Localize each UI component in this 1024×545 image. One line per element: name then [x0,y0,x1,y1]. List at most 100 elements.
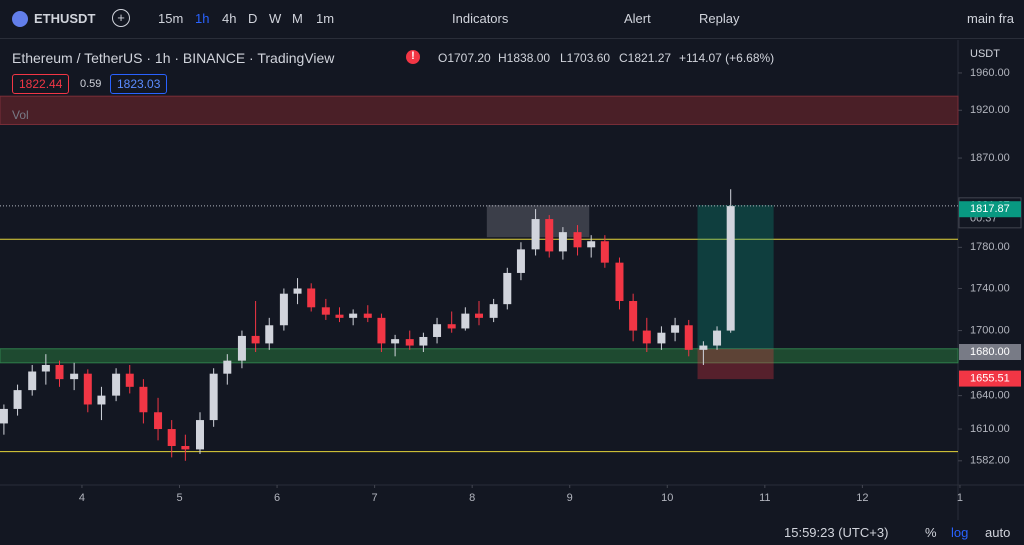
candle-body [0,408,8,424]
auto-toggle[interactable]: auto [985,525,1011,540]
candle-body [321,307,330,315]
chart-title: Ethereum / TetherUS · 1h · BINANCE · Tra… [12,50,335,66]
ohlc-value: C1821.27 [619,51,672,65]
candle-body [391,339,400,344]
y-tick-label: 1640.00 [970,390,1010,402]
y-tick-label: 1870.00 [970,152,1010,164]
spread: 0.59 [80,78,102,90]
indicators[interactable]: Indicators [452,11,509,26]
candle-body [558,232,567,252]
candle-body [209,373,218,421]
candle-body [265,325,274,344]
candle-body [251,335,260,344]
y-tick-label: 1740.00 [970,282,1010,294]
flag: ! [406,50,420,64]
price-label-bg [959,201,1021,218]
price-label-bg [959,370,1021,387]
candle-body [55,364,64,380]
candle-body [461,313,470,329]
candle-body [531,219,540,250]
position-stop [697,348,774,380]
candle-body [335,314,344,318]
zone [0,348,959,364]
replay[interactable]: Replay [699,11,740,26]
log-toggle[interactable]: log [951,525,969,540]
candle-body [167,429,176,446]
candle-body [237,335,246,361]
candle-body [433,324,442,337]
ohlc-value: L1703.60 [560,51,611,65]
candle-body [293,288,302,294]
interval[interactable]: D [248,11,258,26]
ohlc-value: H1838.00 [498,51,551,65]
candle-body [97,395,106,405]
price-label: 1680.00 [970,346,1010,358]
candle-body [405,339,414,346]
x-tick-label: 10 [661,492,673,504]
x-tick-label: 5 [176,492,182,504]
candle-body [139,386,148,413]
price-label: 1817.87 [970,203,1010,215]
candle-body [516,249,525,273]
x-tick-label: 7 [372,492,378,504]
candle-body [154,412,163,430]
candle-body [587,241,596,248]
candle-body [545,219,554,252]
y-tick-label: 1920.00 [970,104,1010,116]
symbol[interactable]: ETHUSDT [34,11,96,26]
candle-body [699,345,708,350]
candle-body [419,336,428,346]
candle-body [657,332,666,344]
price-label-bg [958,197,1022,229]
bid[interactable]: 1822.44 [12,74,70,94]
x-tick-label: 4 [79,492,85,504]
countdown: 00:37 [970,213,998,225]
ask[interactable]: 1823.03 [110,74,168,94]
vol-label: Vol [12,108,29,122]
price-label: 1821.27 [970,200,1010,212]
zone [0,95,959,125]
candle-body [195,420,204,450]
price-label: 1655.51 [970,372,1010,384]
candle-body [307,288,316,308]
candle-body [726,206,735,331]
candle-body [475,313,483,318]
candle-body [489,304,498,318]
interval[interactable]: 4h [222,11,237,26]
layout-name[interactable]: main fra [967,11,1014,26]
candle-body [600,241,609,263]
interval[interactable]: 1h [195,11,210,26]
candle-body [349,313,358,318]
add-button[interactable]: + [112,9,130,27]
candle-body [629,301,638,331]
candle-body [684,325,693,350]
range-box [486,205,590,238]
candle-body [615,262,624,302]
candle-body [13,390,22,409]
x-tick-label: 6 [274,492,280,504]
y-tick-label: 1700.00 [970,324,1010,336]
candle-body [279,293,288,326]
price-label-bg [959,344,1021,361]
x-tick-label: 12 [856,492,868,504]
top-toolbar: ETHUSDT + 15m 1h 4h D W M 1m Indicators Alert … [0,0,1024,39]
x-tick-label: 9 [567,492,573,504]
candle-body [83,373,92,405]
y-tick-label: 1780.00 [970,241,1010,253]
interval[interactable]: 1m [316,11,335,26]
interval[interactable]: 15m [158,11,184,26]
candle-body [671,325,680,333]
x-tick-label: 8 [469,492,475,504]
x-tick-label: 1 [957,492,963,504]
percent-toggle[interactable]: % [925,525,937,540]
candle-body [125,373,134,387]
alert[interactable]: Alert [624,11,651,26]
position-target [697,205,774,349]
candle-body [503,272,512,305]
candle-body [573,232,582,248]
interval[interactable]: W [269,11,282,26]
ohlc-value: +114.07 (+6.68%) [679,51,775,65]
interval[interactable]: M [292,11,303,26]
candle-body [112,373,121,396]
y-tick-label: 1582.00 [970,455,1010,467]
